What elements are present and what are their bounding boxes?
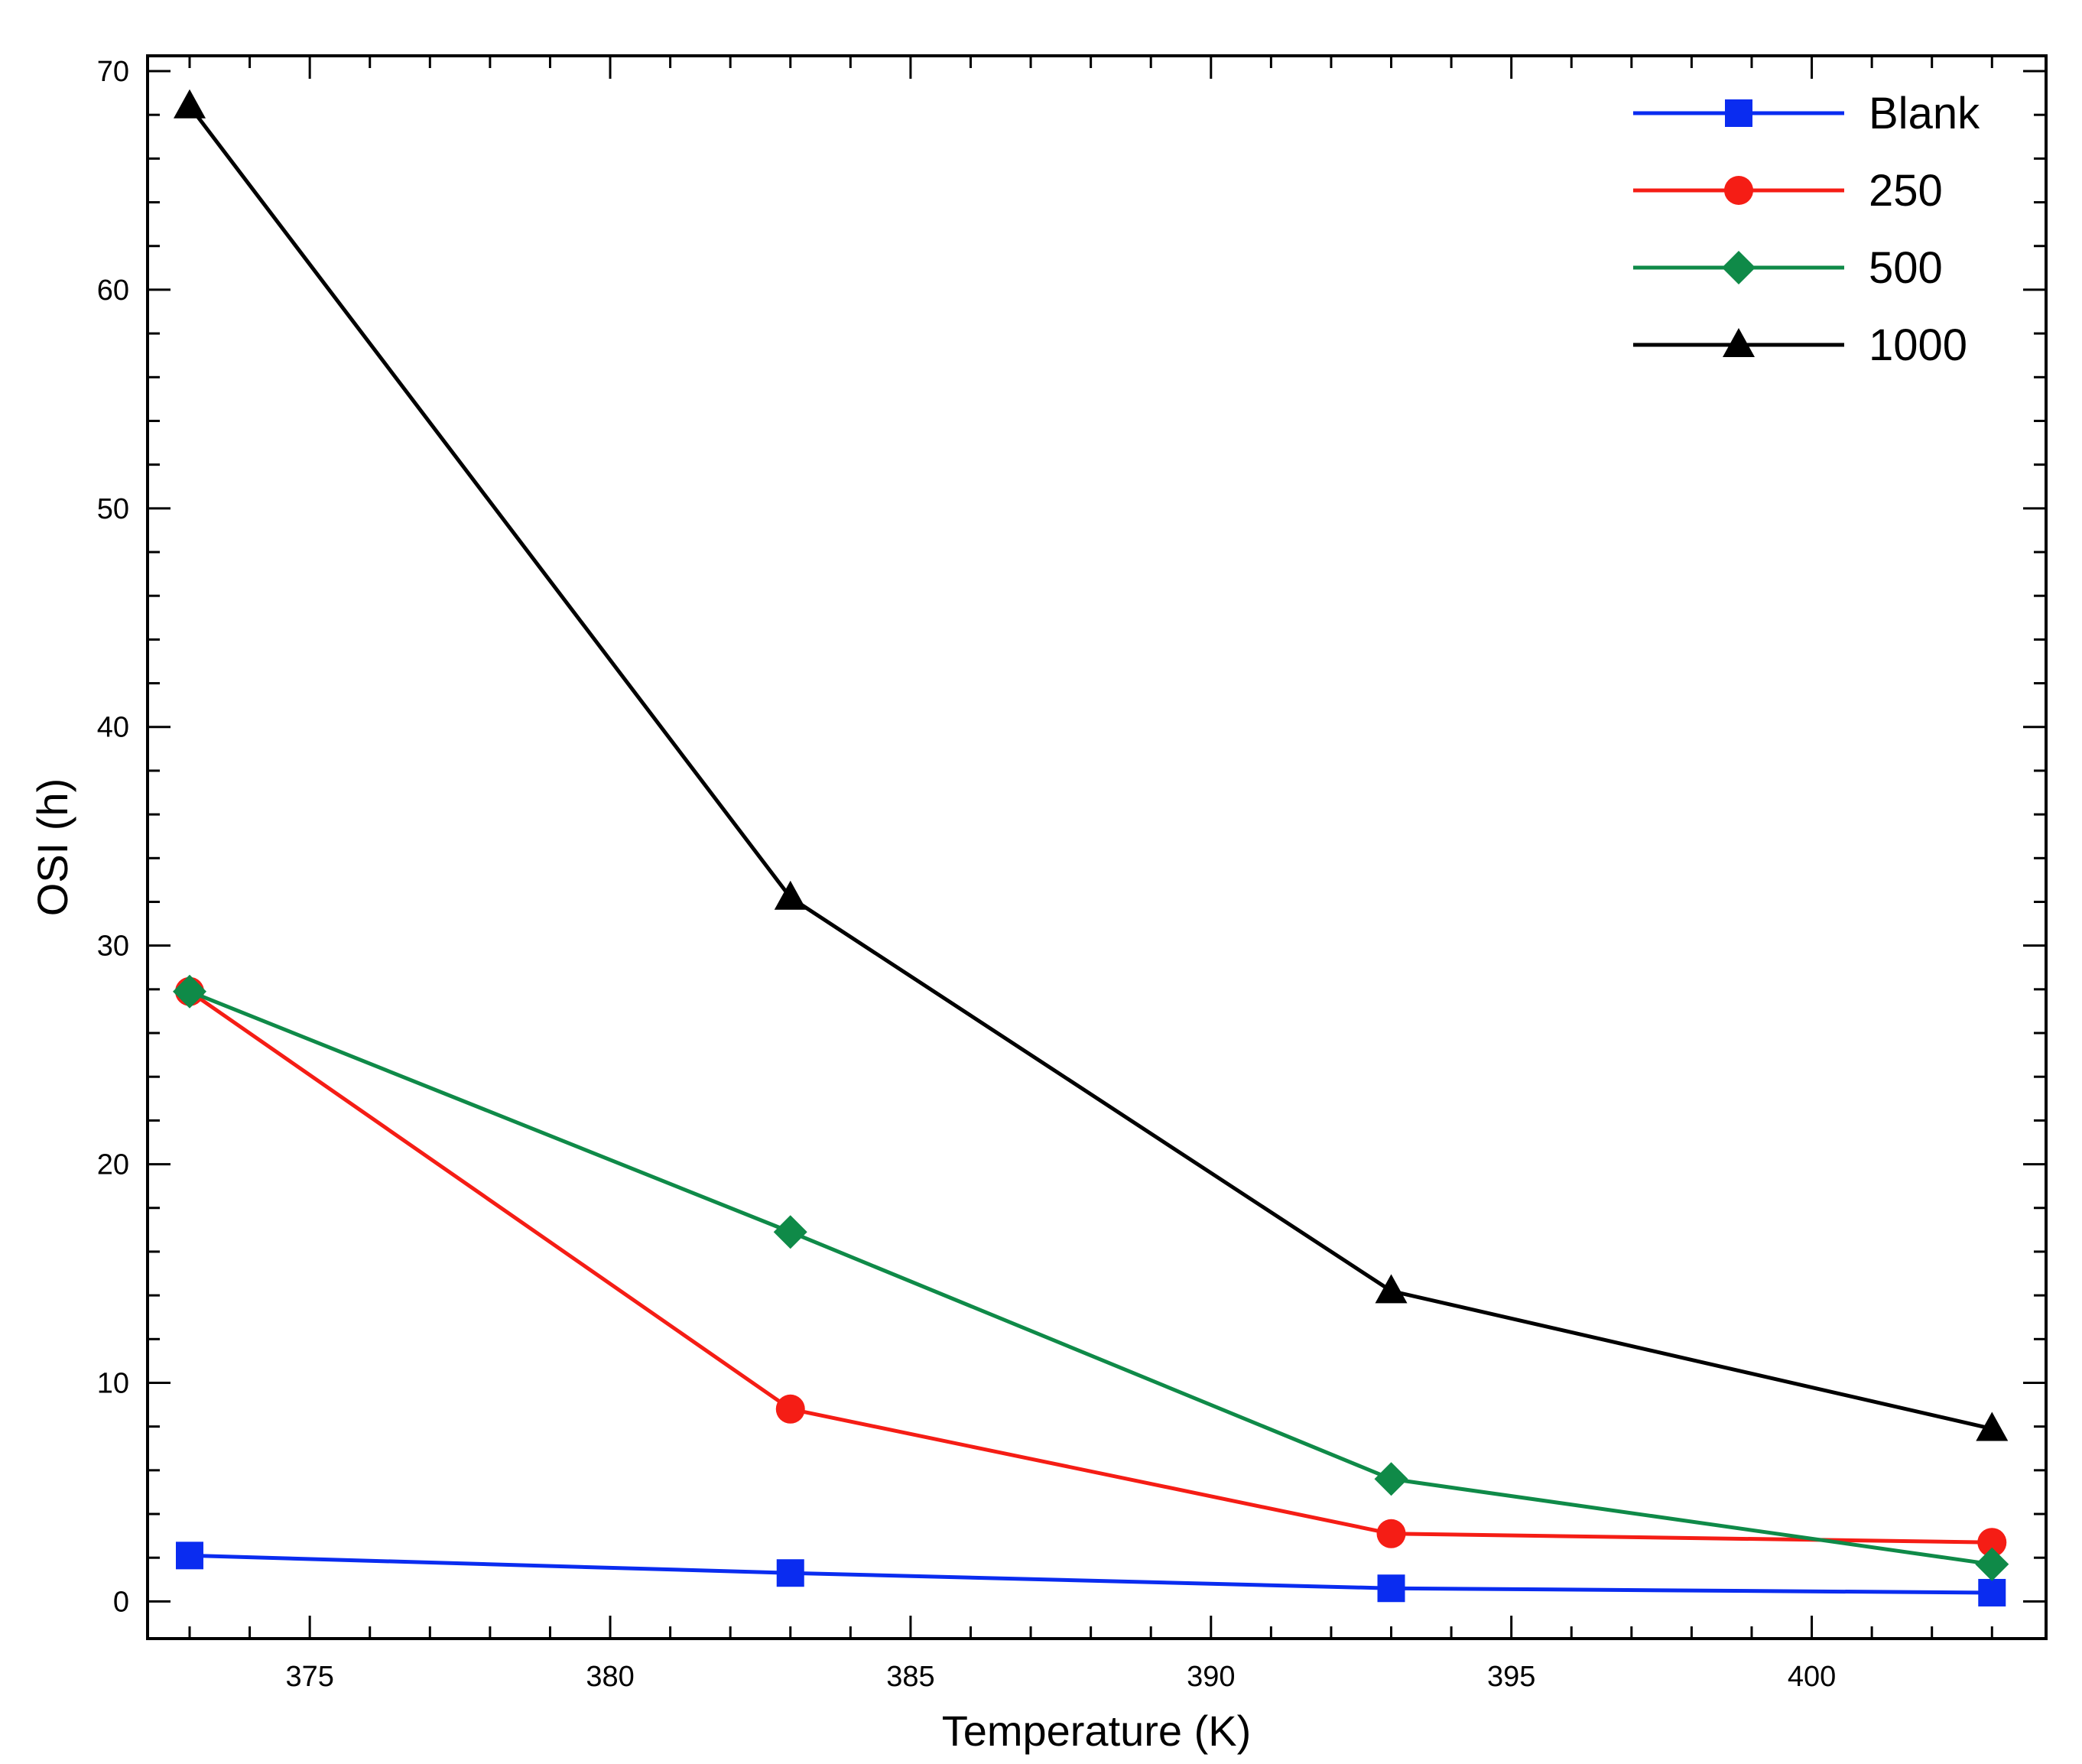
y-axis-title: OSI (h) — [28, 778, 76, 916]
series-line-250 — [188, 989, 1993, 1545]
legend-label: 500 — [1869, 243, 1943, 293]
legend-marker-triangle — [1723, 328, 1755, 357]
plot-frame — [146, 54, 2048, 1640]
legend-label: Blank — [1869, 89, 1980, 138]
y-tick-label: 20 — [97, 1149, 129, 1181]
y-tick-label: 10 — [97, 1367, 129, 1399]
legend-label: 1000 — [1869, 320, 1967, 370]
data-point-circle — [1977, 1528, 2007, 1558]
x-tick-label: 375 — [285, 1661, 333, 1693]
data-point-circle — [1376, 1519, 1406, 1548]
x-tick-label: 390 — [1187, 1661, 1235, 1693]
legend-item: 250 — [1633, 166, 1943, 216]
data-point-triangle — [774, 880, 807, 910]
data-point-square — [1377, 1574, 1405, 1603]
x-tick-label: 400 — [1788, 1661, 1836, 1693]
data-point-diamond — [773, 1215, 807, 1249]
data-point-square — [1978, 1578, 2006, 1606]
legend-item: 500 — [1633, 243, 1943, 293]
legend-marker-square — [1725, 99, 1752, 127]
series-line-1000 — [188, 105, 1993, 1431]
legend-marker-diamond — [1722, 251, 1756, 284]
data-point-circle — [775, 1394, 805, 1424]
y-tick-label: 0 — [113, 1586, 129, 1618]
series-line-500 — [189, 989, 1993, 1567]
legend-item: 1000 — [1633, 320, 1967, 370]
legend-label: 250 — [1869, 166, 1943, 216]
axes: 375 380 385 390 395 400 0 10 20 30 40 50 60 70 — [97, 56, 2046, 1693]
y-tick-label: 30 — [97, 931, 129, 963]
data-series — [173, 89, 2009, 1606]
series-1000 — [174, 89, 2009, 1441]
series-500 — [173, 974, 2009, 1581]
x-tick-label: 385 — [886, 1661, 934, 1693]
data-point-diamond — [1975, 1547, 2009, 1581]
data-point-square — [176, 1541, 204, 1570]
data-point-triangle — [174, 89, 206, 119]
legend-marker-circle — [1724, 176, 1753, 205]
legend-item: Blank — [1633, 89, 1980, 138]
x-tick-label: 395 — [1487, 1661, 1535, 1693]
data-point-diamond — [173, 974, 207, 1009]
y-tick-label: 60 — [97, 275, 129, 307]
y-tick-label: 50 — [97, 493, 129, 525]
legend: Blank 250 500 1000 — [1633, 89, 1980, 370]
y-tick-label: 40 — [97, 712, 129, 744]
data-point-diamond — [1374, 1462, 1408, 1496]
x-axis-title: Temperature (K) — [942, 1707, 1252, 1755]
data-point-square — [776, 1559, 804, 1587]
data-point-triangle — [1375, 1274, 1408, 1304]
y-tick-label: 70 — [97, 56, 129, 88]
series-line-blank — [189, 1553, 1993, 1595]
x-tick-label: 380 — [586, 1661, 634, 1693]
series-blank — [176, 1541, 2006, 1606]
data-point-triangle — [1976, 1412, 2009, 1441]
